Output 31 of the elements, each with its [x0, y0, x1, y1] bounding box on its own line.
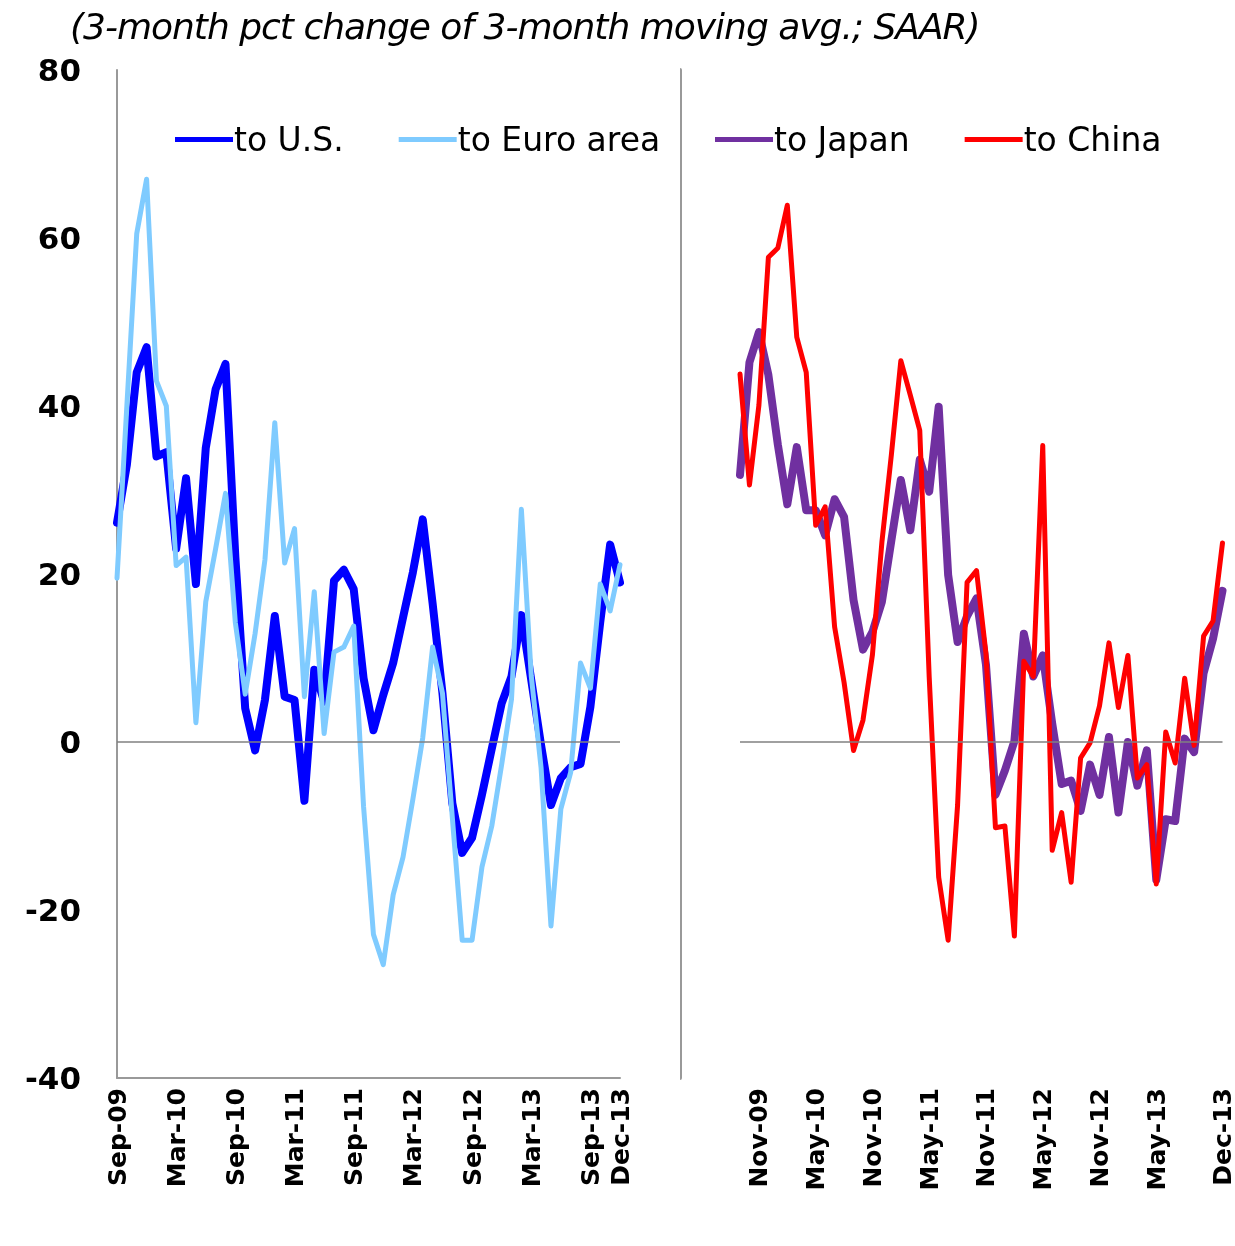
x-tick-label: May-11	[914, 1088, 944, 1191]
y-tick-label: -20	[24, 892, 81, 928]
legend-label: to China	[1023, 120, 1162, 159]
x-tick-label: Nov-10	[857, 1088, 887, 1188]
y-tick-label: 20	[37, 556, 81, 592]
y-tick-label: 40	[37, 388, 81, 424]
x-tick-label: Sep-13	[575, 1088, 605, 1187]
x-tick-label: May-10	[801, 1088, 831, 1191]
x-tick-label: Dec-13	[1208, 1088, 1235, 1186]
x-tick-label: Mar-12	[398, 1088, 428, 1188]
legend-label: to Euro area	[457, 120, 661, 159]
x-tick-label: Nov-12	[1085, 1088, 1115, 1188]
x-tick-label: Mar-10	[161, 1088, 191, 1188]
x-tick-label: May-12	[1028, 1088, 1058, 1191]
y-tick-label: -40	[24, 1060, 81, 1096]
legend-label: to Japan	[774, 120, 910, 159]
x-tick-label: Nov-09	[744, 1088, 774, 1188]
x-tick-label: May-13	[1141, 1088, 1171, 1191]
x-tick-label: Sep-09	[102, 1088, 132, 1187]
x-tick-label: Sep-10	[220, 1088, 250, 1187]
chart-title: (3-month pct change of 3-month moving avg.; SAAR)	[70, 6, 980, 47]
x-tick-label: Nov-11	[971, 1088, 1001, 1188]
x-tick-label: Mar-11	[280, 1088, 310, 1188]
y-tick-label: 80	[37, 52, 81, 88]
y-tick-label: 0	[59, 724, 81, 760]
x-tick-label: Sep-11	[339, 1088, 369, 1187]
x-tick-label: Mar-13	[516, 1088, 546, 1188]
x-tick-label: Dec-13	[605, 1088, 635, 1186]
y-tick-label: 60	[37, 220, 81, 256]
legend-label: to U.S.	[234, 120, 344, 159]
x-tick-label: Sep-12	[457, 1088, 487, 1187]
